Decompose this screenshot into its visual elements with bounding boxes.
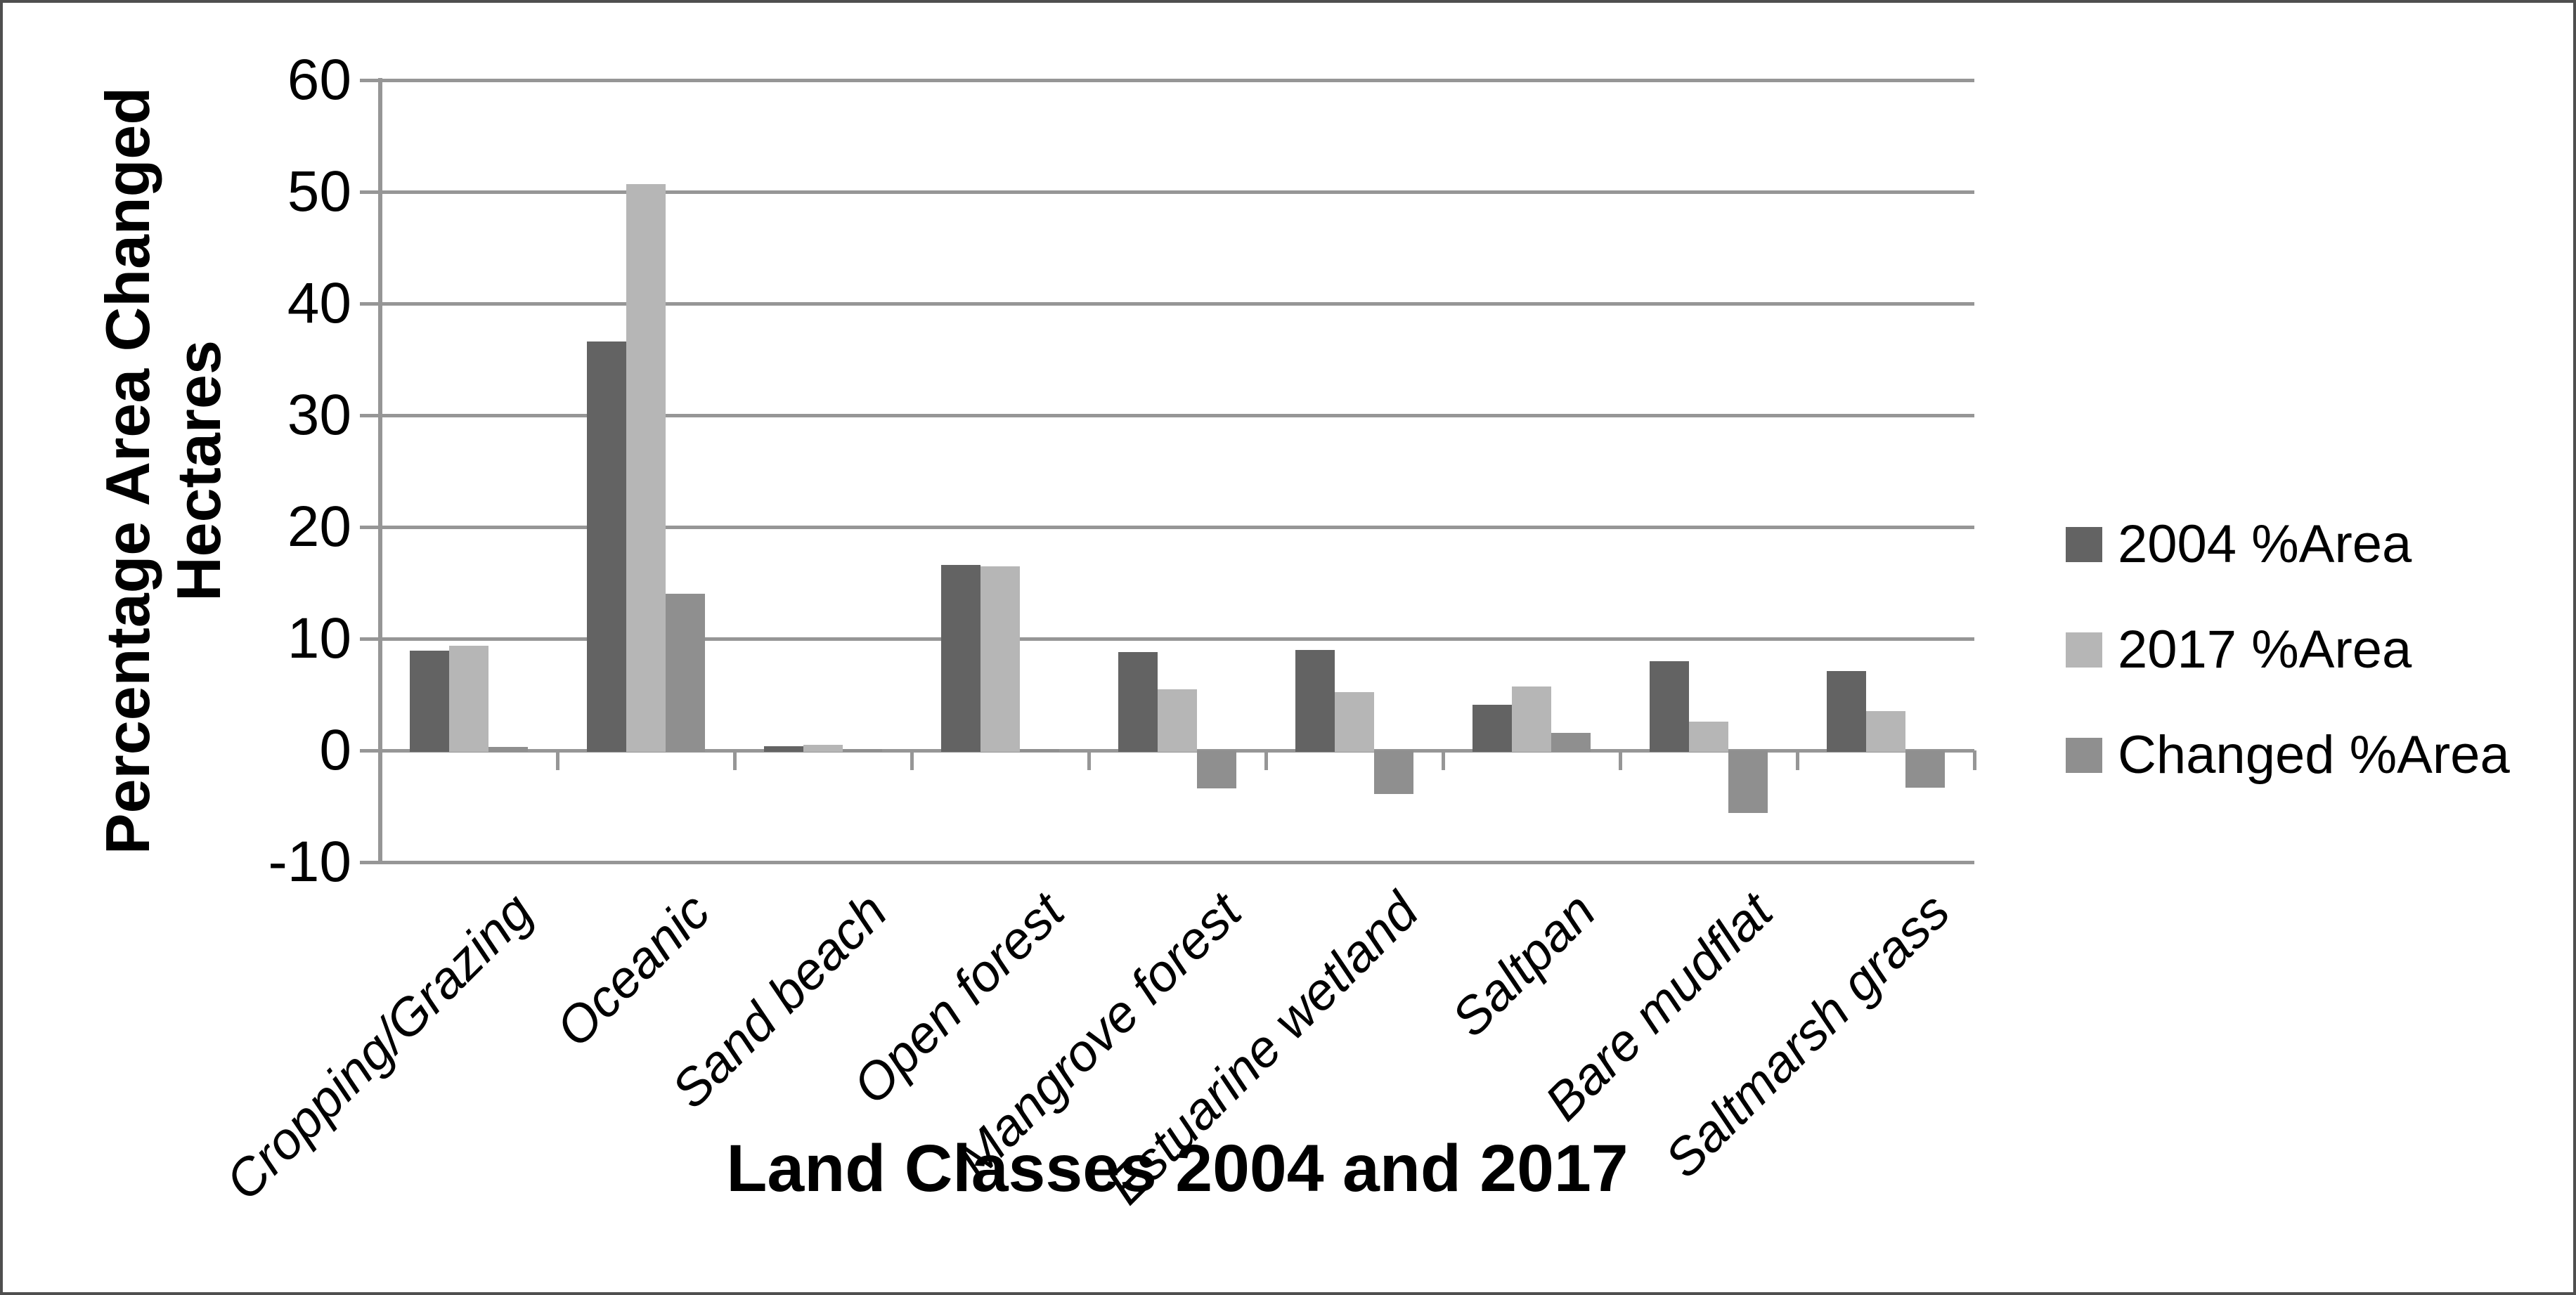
y-tick-label--10: -10 xyxy=(268,830,351,894)
bar-2017-area-cropping-grazing xyxy=(449,645,488,752)
bar-2017-area-oceanic xyxy=(626,183,666,752)
legend-label-changed-area: Changed %Area xyxy=(2118,725,2510,785)
category-tick xyxy=(910,750,914,770)
bar-changed-area-estuarine-wetland xyxy=(1374,750,1413,795)
gridline-y-40 xyxy=(360,301,1974,306)
x-axis-title: Land Classes 2004 and 2017 xyxy=(726,1131,1629,1206)
gridline-y-20 xyxy=(360,525,1974,529)
legend-swatch-2017-area xyxy=(2066,632,2102,668)
bar-2004-area-oceanic xyxy=(587,341,626,752)
category-tick xyxy=(1264,750,1268,770)
bar-2004-area-estuarine-wetland xyxy=(1295,649,1335,752)
y-tick-label-60: 60 xyxy=(287,48,351,112)
bar-2004-area-saltmarsh-grass xyxy=(1827,671,1866,752)
bar-2017-area-saltpan xyxy=(1512,686,1551,752)
bar-changed-area-bare-mudflat xyxy=(1728,750,1768,814)
y-axis-line xyxy=(378,78,382,864)
category-tick xyxy=(1087,750,1091,770)
bar-2004-area-cropping-grazing xyxy=(410,651,449,752)
y-tick-label-30: 30 xyxy=(287,383,351,447)
bar-changed-area-saltmarsh-grass xyxy=(1905,750,1945,788)
y-tick-label-10: 10 xyxy=(287,606,351,670)
legend-entry-2004-area: 2004 %Area xyxy=(2066,516,2412,573)
bar-2017-area-bare-mudflat xyxy=(1689,721,1728,752)
gridline-y-10 xyxy=(360,637,1974,641)
bar-changed-area-cropping-grazing xyxy=(488,747,528,752)
bar-changed-area-mangrove-forest xyxy=(1197,750,1236,789)
category-tick xyxy=(1795,750,1799,770)
bar-2017-area-sand-beach xyxy=(803,745,843,752)
legend-swatch-changed-area xyxy=(2066,738,2102,773)
bar-changed-area-open-forest xyxy=(1020,749,1059,752)
bar-2017-area-saltmarsh-grass xyxy=(1866,711,1905,752)
y-tick-label-20: 20 xyxy=(287,495,351,559)
legend-entry-changed-area: Changed %Area xyxy=(2066,727,2510,783)
category-tick xyxy=(732,750,737,770)
legend-label-2004-area: 2004 %Area xyxy=(2118,514,2412,574)
category-tick xyxy=(1972,750,1976,770)
bar-2004-area-sand-beach xyxy=(764,746,803,752)
bar-2004-area-bare-mudflat xyxy=(1650,660,1689,752)
legend-swatch-2004-area xyxy=(2066,527,2102,562)
category-tick xyxy=(555,750,559,770)
category-tick xyxy=(1618,750,1622,770)
bar-changed-area-oceanic xyxy=(666,594,705,752)
legend-label-2017-area: 2017 %Area xyxy=(2118,620,2412,679)
bar-2017-area-mangrove-forest xyxy=(1158,689,1197,752)
gridline-y--10 xyxy=(360,860,1974,864)
bar-2017-area-estuarine-wetland xyxy=(1335,692,1374,752)
bar-2017-area-open-forest xyxy=(980,566,1020,752)
gridline-y-60 xyxy=(360,78,1974,82)
y-tick-label-50: 50 xyxy=(287,160,351,223)
bar-2004-area-saltpan xyxy=(1473,704,1512,752)
y-tick-label-40: 40 xyxy=(287,271,351,335)
legend-entry-2017-area: 2017 %Area xyxy=(2066,622,2412,678)
bar-changed-area-sand-beach xyxy=(843,749,882,752)
gridline-y-30 xyxy=(360,413,1974,417)
y-tick-label-0: 0 xyxy=(319,718,351,782)
gridline-y-50 xyxy=(360,190,1974,194)
bar-2004-area-mangrove-forest xyxy=(1118,652,1158,752)
bar-2004-area-open-forest xyxy=(941,565,980,752)
category-tick xyxy=(1441,750,1445,770)
bar-changed-area-saltpan xyxy=(1551,732,1591,752)
